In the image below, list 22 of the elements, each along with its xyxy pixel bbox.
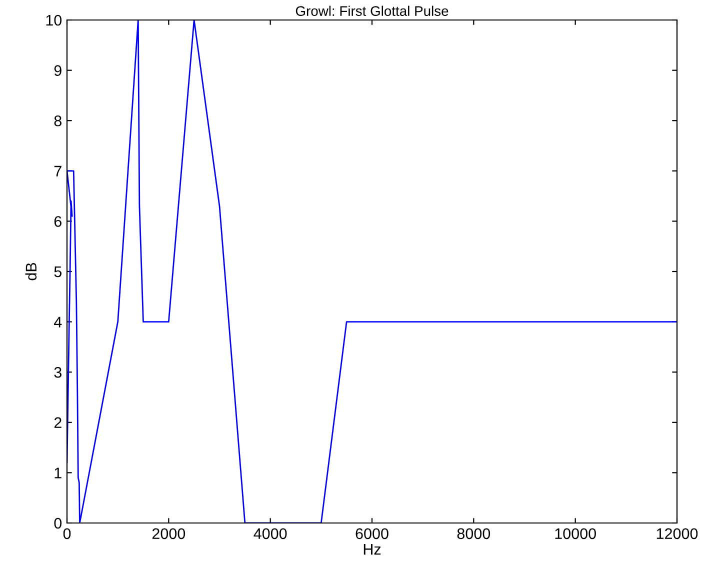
x-axis-title: Hz: [364, 544, 381, 555]
x-tick-label: 8000: [457, 528, 490, 540]
y-tick-label: 8: [54, 115, 62, 126]
y-axis-title: dB: [25, 262, 37, 280]
y-tick-label: 9: [54, 65, 62, 76]
y-tick-label: 3: [54, 366, 62, 378]
x-tick-label: 12000: [656, 528, 698, 540]
x-tick-label: 6000: [356, 528, 388, 540]
y-tick-label: 10: [46, 14, 62, 26]
x-tick-label: 4000: [254, 528, 287, 540]
y-tick-label: 7: [54, 166, 62, 176]
y-tick-label: 5: [54, 266, 62, 278]
y-tick-label: 1: [54, 468, 62, 478]
line-series: [67, 20, 677, 523]
y-tick-label: 2: [54, 417, 62, 428]
x-tick-label: 10000: [555, 528, 596, 540]
x-tick-label: 2000: [152, 528, 186, 540]
y-tick-label: 6: [54, 216, 62, 227]
y-tick-label: 0: [54, 518, 62, 529]
y-tick-label: 4: [54, 316, 62, 328]
x-tick-label: 0: [63, 528, 71, 540]
chart-title: Growl: First Glottal Pulse: [296, 6, 448, 16]
